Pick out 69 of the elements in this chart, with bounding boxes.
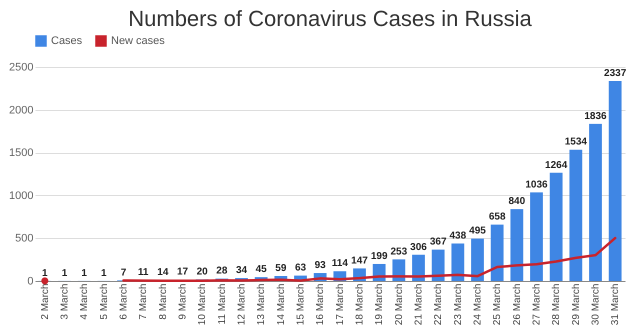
x-tick-label: 8 March xyxy=(158,284,169,320)
data-label: 1 xyxy=(81,268,88,279)
chart-title: Numbers of Coronavirus Cases in Russia xyxy=(128,6,532,31)
x-tick-label: 7 March xyxy=(138,284,150,320)
data-label: 1534 xyxy=(564,136,588,148)
data-label: 438 xyxy=(449,230,467,242)
data-label: 28 xyxy=(216,266,228,277)
x-tick-label: 24 March xyxy=(472,284,484,326)
data-label: 1264 xyxy=(545,160,568,171)
x-tick-label: 11 March xyxy=(216,284,228,324)
x-tick-label: 31 March xyxy=(610,284,622,326)
y-tick-label: 0 xyxy=(27,276,34,288)
x-tick-label: 27 March xyxy=(532,284,542,326)
data-label: 1836 xyxy=(584,110,608,122)
x-tick-label: 19 March xyxy=(374,284,386,326)
data-label: 34 xyxy=(236,265,248,276)
x-tick-label: 26 March xyxy=(512,284,523,326)
x-tick-label: 21 March xyxy=(414,284,424,326)
x-tick-label: 3 March xyxy=(60,284,70,320)
y-tick-label: 500 xyxy=(15,232,34,245)
x-tick-label: 16 March xyxy=(315,284,326,326)
data-label: 1 xyxy=(62,268,68,279)
data-label: 59 xyxy=(275,262,287,274)
data-label: 253 xyxy=(390,246,408,258)
x-tick-label: 13 March xyxy=(256,284,268,326)
x-tick-label: 29 March xyxy=(570,284,582,326)
data-label: 840 xyxy=(508,196,526,208)
x-tick-label: 6 March xyxy=(118,284,130,320)
data-label: 658 xyxy=(488,212,506,223)
data-label: 147 xyxy=(351,255,368,266)
data-label: 306 xyxy=(410,242,428,253)
x-tick-label: 5 March xyxy=(98,284,110,320)
y-tick-label: 2000 xyxy=(9,104,34,116)
data-label: 63 xyxy=(294,262,306,274)
x-tick-label: 9 March xyxy=(178,284,188,320)
x-tick-label: 22 March xyxy=(433,284,444,326)
data-label: 1036 xyxy=(525,179,548,190)
legend-label: Cases xyxy=(51,35,83,47)
data-label: 93 xyxy=(314,260,326,272)
legend-label: New cases xyxy=(111,35,166,47)
x-tick-label: 18 March xyxy=(354,284,366,326)
x-tick-label: 30 March xyxy=(590,284,602,326)
x-tick-label: 20 March xyxy=(394,284,405,326)
x-tick-label: 2 March xyxy=(40,284,51,320)
x-tick-label: 10 March xyxy=(197,284,208,326)
data-label: 367 xyxy=(430,236,447,248)
y-tick-label: 1500 xyxy=(9,147,34,160)
x-tick-label: 15 March xyxy=(296,284,306,326)
y-tick-label: 1000 xyxy=(9,190,34,202)
x-tick-label: 25 March xyxy=(492,284,504,326)
x-tick-label: 23 March xyxy=(452,284,464,326)
x-tick-label: 28 March xyxy=(551,284,562,326)
data-label: 1 xyxy=(42,268,48,279)
data-label: 14 xyxy=(157,266,169,278)
x-tick-label: 12 March xyxy=(236,284,248,326)
data-label: 20 xyxy=(196,266,208,278)
data-label: 7 xyxy=(120,267,127,278)
data-label: 495 xyxy=(469,226,486,237)
data-label: 11 xyxy=(138,267,149,278)
data-label: 1 xyxy=(101,268,108,279)
data-label: 2337 xyxy=(604,68,627,79)
x-tick-label: 17 March xyxy=(334,284,346,326)
data-label: 45 xyxy=(256,264,268,276)
x-tick-label: 14 March xyxy=(276,284,287,326)
data-label: 199 xyxy=(370,250,388,262)
y-tick-label: 2500 xyxy=(9,62,34,74)
x-tick-label: 4 March xyxy=(79,284,90,320)
data-label: 17 xyxy=(176,266,188,278)
data-label: 114 xyxy=(332,258,348,270)
